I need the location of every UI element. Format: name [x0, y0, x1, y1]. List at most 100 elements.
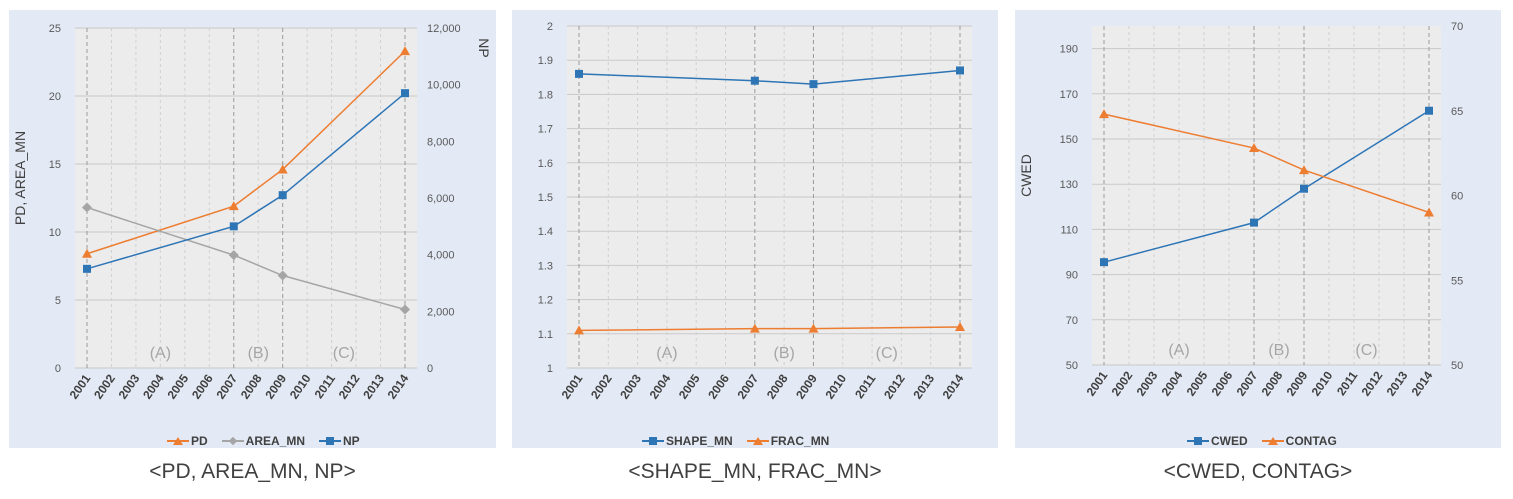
y2-tick-label: 6,000	[427, 193, 455, 205]
caption-shape-frac: <SHAPE_MN, FRAC_MN>	[628, 460, 882, 483]
legend-item-cwed: CWED	[1187, 434, 1248, 448]
x-tick-label: 2011	[312, 371, 339, 401]
y2-tick-label: 60	[1451, 191, 1463, 203]
y2-tick-label: 4,000	[427, 250, 455, 262]
legend-label-pd: PD	[191, 434, 208, 448]
plot-area	[1092, 26, 1441, 365]
chart-panel-pd-area-np: 0 5 10 15 20 25 0 2,000 4,000 6,000 8,000 10,000 12,…	[9, 10, 496, 448]
y-axis-title: CWED	[1018, 154, 1034, 197]
period-label: (B)	[1268, 342, 1289, 359]
y2-axis-title: NP	[476, 38, 492, 57]
data-point-contag	[1249, 143, 1259, 153]
data-point-area-mn	[277, 270, 288, 281]
y2-tick-label: 50	[1451, 360, 1463, 372]
y2-axis-title: CONTAG	[1500, 39, 1501, 98]
x-tick-label: 2012	[336, 371, 363, 401]
y-tick-label: 1.5	[538, 192, 553, 204]
x-tick-label: 2013	[1384, 368, 1411, 398]
data-point-pd	[400, 46, 410, 56]
y2-tick-label: 70	[1451, 21, 1463, 33]
y-tick-label: 1.3	[538, 260, 553, 272]
x-tick-label: 2008	[764, 371, 791, 401]
y2-tick-label: 55	[1451, 275, 1463, 287]
y-tick-label: 110	[1060, 224, 1078, 236]
x-tick-label: 2010	[1309, 368, 1336, 398]
chart-svg-cwed-contag: 5070901101301501701905055606570200120022…	[1018, 21, 1501, 399]
legend-shape-frac: SHAPE_MN FRAC_MN	[642, 434, 829, 448]
x-tick-label: 2006	[1209, 368, 1236, 398]
data-point-pd	[277, 164, 288, 174]
legend-item-frac-mn: FRAC_MN	[746, 434, 829, 448]
y-tick-label: 1.6	[538, 158, 553, 170]
legend-item-shape-mn: SHAPE_MN	[642, 434, 733, 448]
data-point-np	[229, 222, 238, 231]
period-label: (C)	[333, 345, 355, 362]
y-tick-label: 190	[1060, 44, 1078, 56]
x-tick-label: 2014	[940, 371, 967, 401]
period-label: (B)	[248, 345, 269, 362]
x-tick-label: 2004	[647, 371, 674, 401]
x-tick-label: 2001	[67, 371, 94, 401]
x-tick-label: 2012	[881, 371, 908, 401]
caption-cwed-contag: <CWED, CONTAG>	[1163, 460, 1353, 483]
data-point-area-mn	[400, 304, 410, 315]
x-tick-label: 2002	[588, 371, 615, 401]
data-point-pd	[82, 248, 92, 258]
x-tick-label: 2005	[676, 371, 703, 401]
y-axis-title: PD, AREA_MN	[12, 131, 28, 225]
data-point-area-mn	[82, 202, 92, 213]
x-tick-label: 2002	[91, 371, 118, 401]
data-point-cwed	[1100, 258, 1108, 267]
data-point-contag	[1424, 207, 1434, 217]
chart-panel-cwed-contag: 50 70 90 110 130 150 170 190 50 55 60 65 70 2001 2002 2…	[1015, 10, 1501, 448]
x-tick-label: 2008	[1259, 368, 1286, 398]
y2-tick-label: 12,000	[427, 23, 461, 35]
y-tick-label: 1.7	[538, 124, 553, 136]
x-tick-label: 2004	[140, 371, 167, 401]
x-tick-label: 2014	[385, 371, 412, 401]
period-label: (C)	[1355, 342, 1377, 359]
x-tick-label: 2013	[360, 371, 387, 401]
data-point-np	[278, 191, 287, 200]
data-point-contag	[1099, 109, 1109, 119]
x-tick-label: 2003	[1134, 368, 1161, 398]
period-label: (C)	[876, 345, 898, 362]
y-tick-label: 10	[49, 227, 61, 239]
x-tick-label: 2012	[1359, 368, 1386, 398]
data-point-cwed	[1425, 106, 1433, 115]
data-point-pd	[228, 201, 239, 211]
x-tick-label: 2010	[822, 371, 849, 401]
x-tick-label: 2008	[238, 371, 265, 401]
legend-label-cwed: CWED	[1211, 434, 1248, 448]
x-tick-label: 2005	[165, 371, 192, 401]
legend-pd-area-np: PD AREA_MN NP	[167, 434, 360, 448]
y-tick-label: 50	[1066, 360, 1078, 372]
data-point-frac-mn	[955, 321, 965, 331]
legend-label-area-mn: AREA_MN	[245, 434, 306, 448]
x-tick-label: 2007	[213, 371, 240, 401]
y-tick-label: 25	[49, 23, 61, 35]
y-tick-label: 20	[49, 91, 61, 103]
series-line-pd	[86, 50, 406, 255]
data-point-shape-mn	[750, 76, 759, 85]
y-tick-label: 1	[547, 363, 553, 375]
y2-tick-label: 10,000	[427, 80, 461, 92]
series-line-area-mn	[86, 206, 406, 311]
x-tick-label: 2003	[617, 371, 644, 401]
y-tick-label: 150	[1060, 134, 1078, 146]
y-tick-label: 1.1	[538, 329, 553, 341]
y-tick-label: 90	[1066, 270, 1078, 282]
data-point-area-mn	[228, 250, 239, 261]
y-tick-label: 1.8	[538, 89, 553, 101]
plot-area	[75, 28, 417, 368]
y-tick-label: 70	[1066, 315, 1078, 327]
period-label: (A)	[1168, 342, 1189, 359]
x-tick-label: 2009	[262, 371, 289, 401]
y2-tick-label: 8,000	[427, 136, 455, 148]
data-point-shape-mn	[575, 69, 583, 78]
x-tick-label: 2011	[852, 371, 879, 401]
data-point-contag	[1299, 165, 1309, 175]
legend-item-area-mn: AREA_MN	[221, 434, 306, 448]
period-label: (A)	[150, 345, 171, 362]
